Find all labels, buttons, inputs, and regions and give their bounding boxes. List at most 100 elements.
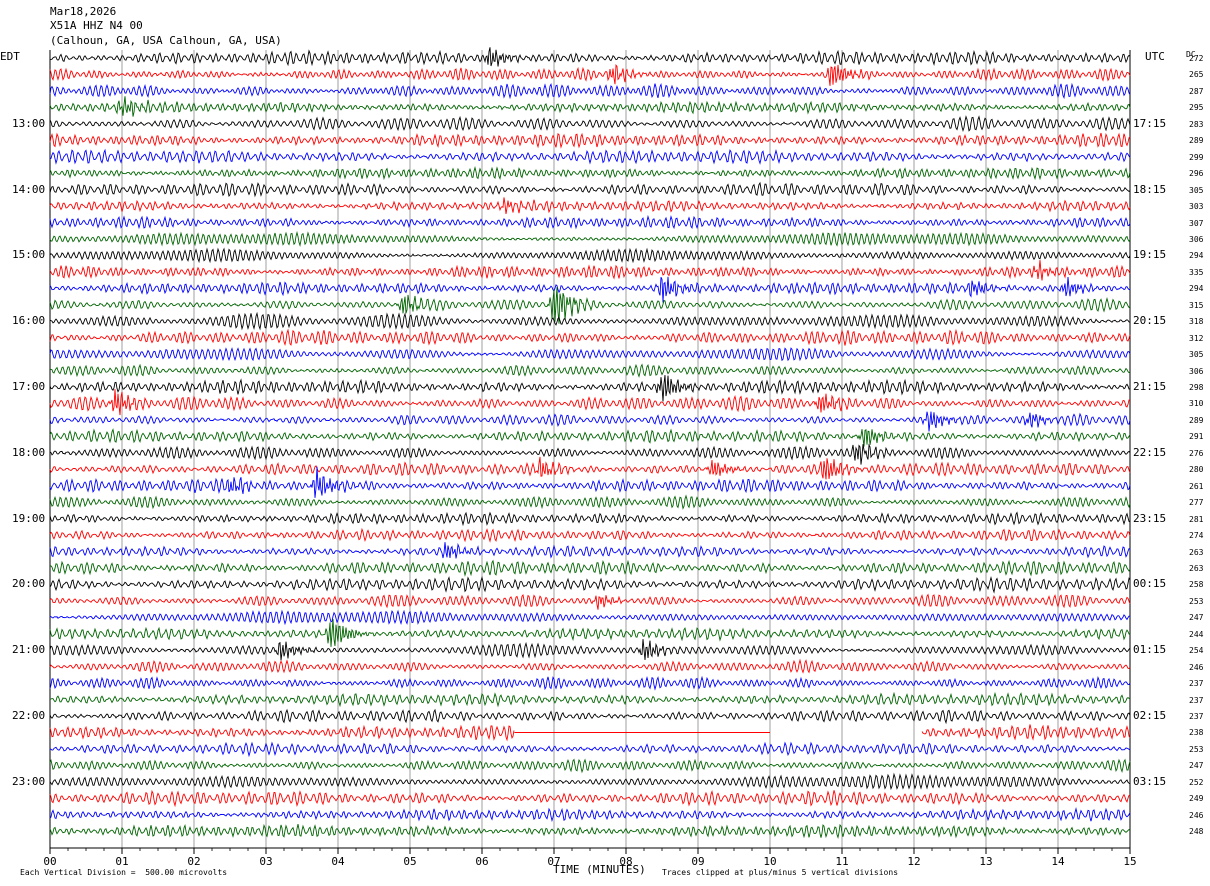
x-tick-label: 10 xyxy=(763,855,776,868)
trace-23 xyxy=(49,428,1131,447)
right-hour-label: 21:15 xyxy=(1133,380,1167,393)
x-tick-label: 04 xyxy=(331,855,345,868)
x-tick-label: 00 xyxy=(43,855,56,868)
dc-offset-label: 272 xyxy=(1189,54,1204,63)
trace-42 xyxy=(49,741,1131,758)
dc-offset-label: 237 xyxy=(1189,712,1204,721)
left-hour-label: 16:00 xyxy=(12,314,46,328)
dc-offset-label: 258 xyxy=(1189,580,1204,590)
dc-offset-label: 280 xyxy=(1189,465,1204,475)
left-hour-label: 21:00 xyxy=(12,643,46,657)
left-hour-label: 14:00 xyxy=(12,182,46,196)
dc-offset-label: 291 xyxy=(1189,432,1204,442)
dc-offset-header: DC xyxy=(1186,50,1196,59)
trace-16 xyxy=(49,311,1131,331)
dc-offset-label: 253 xyxy=(1189,744,1204,754)
dc-offset-label: 244 xyxy=(1189,629,1204,639)
dc-offset-label: 263 xyxy=(1189,547,1204,557)
chart-date: Mar18,2026 xyxy=(50,5,117,18)
dc-offset-label: 246 xyxy=(1189,662,1204,672)
dc-offset-label: 294 xyxy=(1189,284,1204,294)
trace-28 xyxy=(49,511,1131,527)
dc-offset-label: 305 xyxy=(1189,185,1204,195)
trace-18 xyxy=(49,347,1131,362)
dc-offset-label: 246 xyxy=(1189,810,1204,820)
right-hour-label: 17:15 xyxy=(1133,116,1167,130)
trace-41 xyxy=(49,724,1131,742)
trace-33 xyxy=(49,593,1131,610)
trace-12 xyxy=(49,247,1131,264)
right-hour-label: 22:15 xyxy=(1133,445,1167,459)
dc-offset-label: 306 xyxy=(1189,234,1204,244)
x-tick-label: 14 xyxy=(1051,855,1065,868)
trace-29 xyxy=(49,527,1131,543)
trace-10 xyxy=(49,214,1131,230)
x-tick-label: 07 xyxy=(547,855,560,868)
trace-37 xyxy=(49,658,1131,674)
left-hour-label: 15:00 xyxy=(12,248,46,262)
x-axis-title: TIME (MINUTES) xyxy=(553,863,646,876)
trace-4 xyxy=(49,115,1131,133)
trace-19 xyxy=(49,363,1131,378)
dc-offset-label: 296 xyxy=(1189,169,1204,179)
left-hour-label: 17:00 xyxy=(12,380,46,393)
x-tick-label: 12 xyxy=(907,855,920,868)
dc-offset-label: 287 xyxy=(1189,86,1204,96)
trace-13 xyxy=(49,260,1131,281)
dc-offset-label: 295 xyxy=(1189,103,1204,113)
station-code: X51A HHZ N4 00 xyxy=(50,19,143,32)
trace-43 xyxy=(49,758,1131,774)
right-timezone-label: UTC xyxy=(1145,50,1165,63)
x-tick-label: 01 xyxy=(115,855,128,868)
trace-11 xyxy=(49,230,1131,248)
trace-46 xyxy=(49,807,1131,823)
trace-15 xyxy=(49,287,1131,324)
dc-offset-label: 261 xyxy=(1189,481,1204,491)
trace-38 xyxy=(49,675,1131,691)
trace-22 xyxy=(49,411,1131,432)
right-hour-label: 03:15 xyxy=(1133,774,1167,788)
dc-offset-label: 303 xyxy=(1189,202,1204,212)
dc-offset-label: 277 xyxy=(1189,498,1204,508)
dc-offset-label: 249 xyxy=(1189,794,1204,804)
trace-8 xyxy=(49,181,1131,198)
left-hour-label: 23:00 xyxy=(12,774,46,788)
trace-36 xyxy=(49,639,1131,661)
x-tick-label: 09 xyxy=(691,855,704,868)
x-tick-label: 08 xyxy=(619,855,632,868)
right-hour-label: 02:15 xyxy=(1133,709,1167,722)
dc-offset-label: 310 xyxy=(1189,399,1204,409)
x-tick-label: 06 xyxy=(475,855,488,868)
trace-34 xyxy=(49,609,1131,626)
dc-offset-label: 247 xyxy=(1189,761,1204,771)
trace-24 xyxy=(49,443,1131,465)
trace-45 xyxy=(49,789,1131,808)
right-hour-label: 00:15 xyxy=(1133,577,1167,591)
dc-offset-label: 315 xyxy=(1189,300,1204,310)
trace-3 xyxy=(49,96,1131,117)
dc-offset-label: 276 xyxy=(1189,448,1204,458)
dc-offset-label: 289 xyxy=(1189,415,1204,425)
dc-offset-label: 252 xyxy=(1189,777,1204,787)
left-hour-label: 20:00 xyxy=(12,577,46,591)
station-location: (Calhoun, GA, USA Calhoun, GA, USA) xyxy=(50,34,282,47)
x-tick-label: 02 xyxy=(187,855,200,868)
dc-offset-label: 238 xyxy=(1189,728,1204,738)
dc-offset-label: 283 xyxy=(1189,119,1204,129)
trace-32 xyxy=(49,575,1131,594)
trace-26 xyxy=(49,466,1131,498)
dc-offset-label: 305 xyxy=(1189,350,1204,360)
dc-offset-label: 298 xyxy=(1189,383,1204,392)
dc-offset-label: 318 xyxy=(1189,317,1204,327)
left-hour-label: 18:00 xyxy=(12,445,46,459)
trace-5 xyxy=(49,132,1131,149)
right-hour-label: 23:15 xyxy=(1133,511,1167,525)
x-tick-label: 05 xyxy=(403,855,416,868)
trace-31 xyxy=(49,559,1131,577)
trace-44 xyxy=(49,772,1131,791)
trace-39 xyxy=(49,691,1131,708)
trace-9 xyxy=(49,197,1131,214)
left-hour-label: 19:00 xyxy=(12,511,46,525)
dc-offset-label: 253 xyxy=(1189,596,1204,606)
